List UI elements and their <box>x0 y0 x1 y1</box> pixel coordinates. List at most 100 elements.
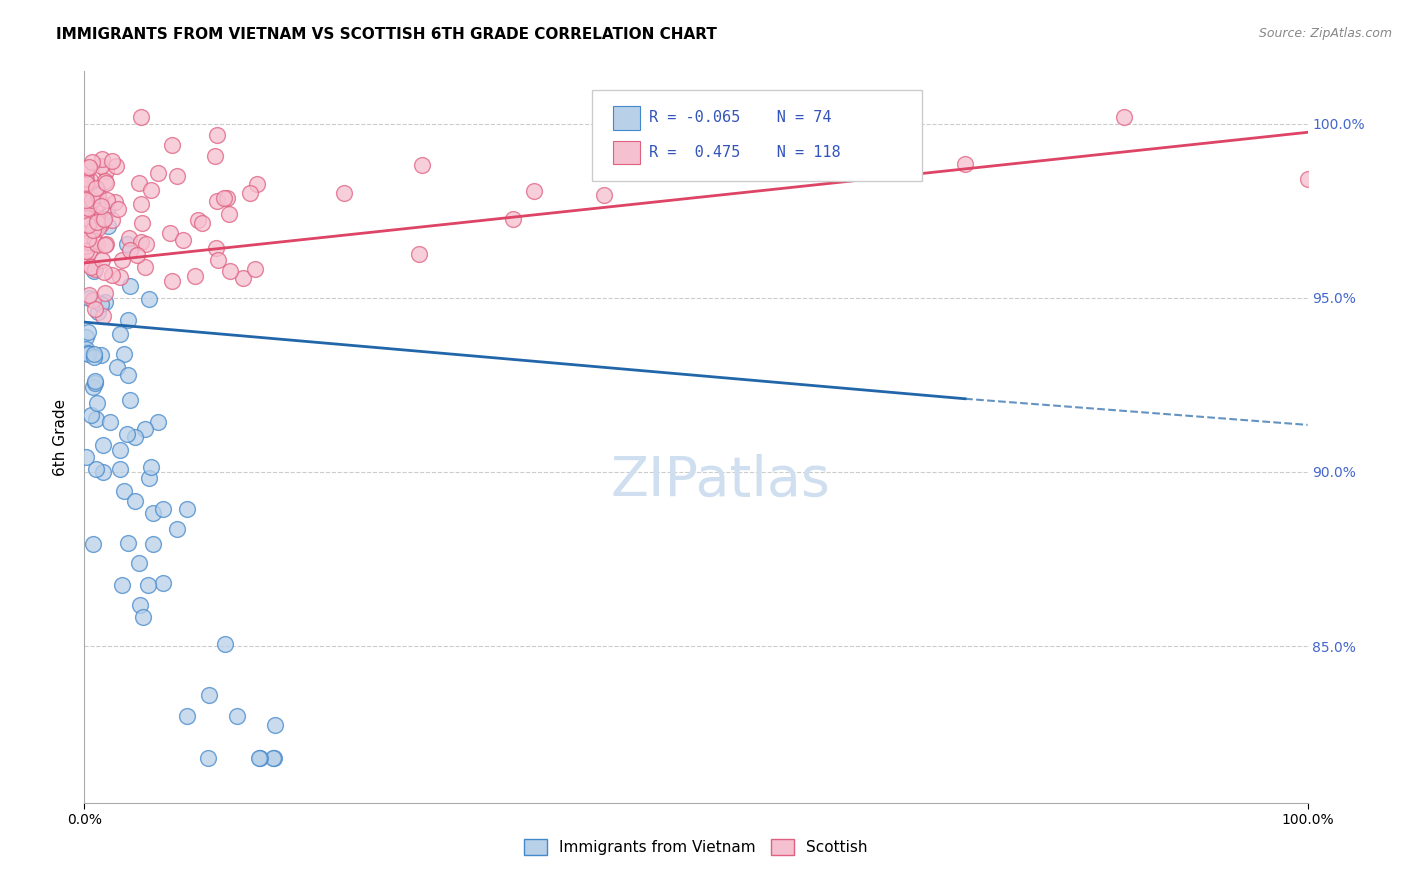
Point <box>83 350 105 364</box>
Point <box>80 214 103 228</box>
Point <box>79 292 101 306</box>
Point <box>243 262 266 277</box>
Point <box>91 309 114 323</box>
Point <box>86 197 108 211</box>
Legend: Immigrants from Vietnam, Scottish: Immigrants from Vietnam, Scottish <box>517 833 875 861</box>
Point <box>93 238 115 252</box>
Point <box>86 211 108 225</box>
Point <box>101 212 124 227</box>
Point <box>90 159 112 173</box>
Point <box>953 157 976 171</box>
Point <box>226 709 249 723</box>
Point <box>204 148 226 162</box>
Point <box>108 442 131 457</box>
Point <box>134 422 156 436</box>
Point <box>115 237 138 252</box>
Point <box>91 465 114 479</box>
Point <box>80 260 103 274</box>
Point <box>77 244 100 259</box>
Point <box>129 197 152 211</box>
Point <box>166 169 188 183</box>
Point <box>411 158 433 172</box>
Point <box>75 203 97 218</box>
Point <box>87 221 110 235</box>
Point <box>115 426 138 441</box>
Point <box>94 286 117 301</box>
Point <box>90 218 112 232</box>
Point <box>90 199 112 213</box>
Point <box>120 278 142 293</box>
Point <box>97 219 120 233</box>
Point <box>84 462 107 476</box>
Point <box>105 360 128 375</box>
Point <box>197 750 219 764</box>
Point <box>166 523 188 537</box>
Point <box>205 128 228 142</box>
Text: R = -0.065    N = 74: R = -0.065 N = 74 <box>650 110 832 125</box>
Text: R =  0.475    N = 118: R = 0.475 N = 118 <box>650 145 841 160</box>
Point <box>79 235 101 250</box>
Point <box>80 409 103 423</box>
Point <box>108 327 131 342</box>
Point <box>108 462 131 476</box>
Point <box>75 342 97 356</box>
Point <box>124 430 146 444</box>
Point <box>93 438 115 452</box>
Point <box>96 176 118 190</box>
Point <box>76 257 98 271</box>
Point <box>83 264 105 278</box>
Point <box>128 557 150 571</box>
Point <box>79 213 101 227</box>
Point <box>176 502 198 516</box>
Point <box>76 235 98 250</box>
Point <box>117 313 139 327</box>
Point <box>129 598 152 612</box>
Point <box>107 202 129 217</box>
Point <box>184 268 207 283</box>
Point <box>94 163 117 178</box>
Point <box>93 265 115 279</box>
Point <box>333 186 356 200</box>
Point <box>138 292 160 306</box>
Point <box>82 537 104 551</box>
FancyBboxPatch shape <box>592 90 922 181</box>
Point <box>77 218 100 232</box>
Point <box>80 155 103 169</box>
Point <box>77 223 100 237</box>
Point <box>869 161 891 176</box>
Point <box>111 578 134 592</box>
Point <box>80 193 103 207</box>
Point <box>80 203 103 218</box>
Point <box>79 228 101 243</box>
Point <box>606 128 628 142</box>
Point <box>90 215 112 229</box>
Point <box>76 201 98 215</box>
Point <box>90 297 112 311</box>
Point <box>98 415 121 429</box>
Point <box>190 216 212 230</box>
Point <box>108 270 131 285</box>
Point <box>246 177 269 191</box>
Point <box>207 253 229 268</box>
Point <box>502 212 524 227</box>
Point <box>84 262 107 277</box>
Point <box>263 750 285 764</box>
Point <box>84 302 107 317</box>
Point <box>128 176 150 190</box>
Point <box>84 235 107 249</box>
Point <box>198 689 221 703</box>
Point <box>1296 171 1319 186</box>
Point <box>75 219 97 233</box>
Point <box>82 293 104 307</box>
Point <box>84 220 107 235</box>
Point <box>86 214 108 228</box>
Text: IMMIGRANTS FROM VIETNAM VS SCOTTISH 6TH GRADE CORRELATION CHART: IMMIGRANTS FROM VIETNAM VS SCOTTISH 6TH … <box>56 27 717 42</box>
Point <box>249 750 271 764</box>
Point <box>75 450 97 464</box>
Point <box>232 271 254 285</box>
Point <box>112 483 135 498</box>
Point <box>75 166 97 180</box>
Point <box>84 203 107 218</box>
FancyBboxPatch shape <box>613 106 640 130</box>
Point <box>89 194 111 209</box>
